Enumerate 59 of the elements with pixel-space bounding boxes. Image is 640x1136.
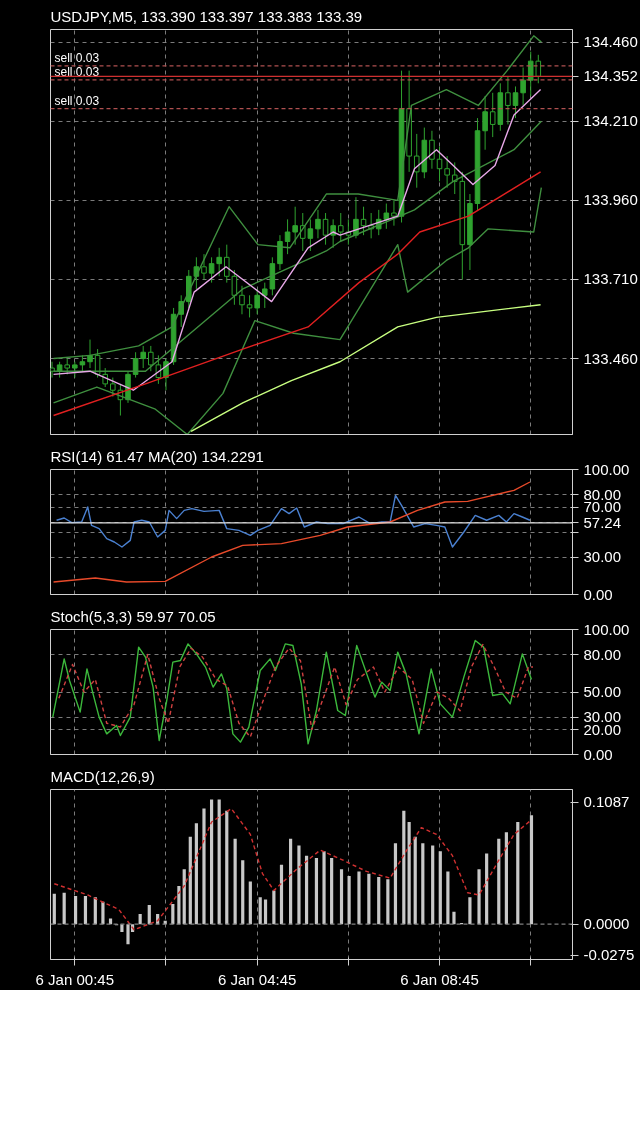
candlestick xyxy=(261,282,268,309)
candlestick xyxy=(277,234,283,271)
candlestick xyxy=(520,66,526,106)
y-tick-label: 134.460 xyxy=(583,33,638,51)
y-tick-label: 133.960 xyxy=(583,191,638,209)
x-tick-label: 6 Jan 08:45 xyxy=(400,970,479,988)
y-tick-label: 0.1087 xyxy=(583,793,630,811)
candlestick xyxy=(337,212,344,242)
ref-line-label: sell 0.03 xyxy=(54,50,100,65)
candlestick xyxy=(87,339,93,369)
candlestick xyxy=(292,206,298,246)
chart-title: Stoch(5,3,3) 59.97 70.05 xyxy=(50,607,216,625)
y-tick-label: 57.24 xyxy=(583,513,622,531)
candlestick xyxy=(512,85,519,119)
y-tick-label: 0.00 xyxy=(583,745,613,763)
x-tick-label: 6 Jan 00:45 xyxy=(35,970,115,988)
y-tick-label: 50.00 xyxy=(583,683,622,700)
candlestick xyxy=(155,354,162,385)
y-tick-label: -0.0275 xyxy=(583,946,635,964)
y-tick-label: 0.00 xyxy=(583,585,613,603)
y-tick-label: 80.00 xyxy=(583,645,622,663)
candlestick xyxy=(330,218,336,249)
candlestick xyxy=(94,348,101,379)
candlestick xyxy=(50,361,55,379)
candlestick xyxy=(391,199,397,227)
y-tick-label: 30.00 xyxy=(583,708,622,725)
candlestick xyxy=(201,253,207,280)
y-tick-label: 100.00 xyxy=(583,460,630,478)
candlestick xyxy=(482,95,488,151)
candlestick xyxy=(231,269,238,306)
candlestick xyxy=(353,196,359,239)
candlestick xyxy=(148,345,154,372)
y-tick-label: 134.210 xyxy=(583,112,638,130)
y-tick-label: 100.00 xyxy=(583,620,630,638)
candlestick xyxy=(239,285,245,315)
candlestick xyxy=(132,351,139,379)
y-tick-label: 133.460 xyxy=(583,349,638,367)
ref-line-label: sell 0.03 xyxy=(54,93,100,108)
candlestick xyxy=(140,345,146,369)
candlestick xyxy=(429,130,435,170)
y-tick-label: 80.00 xyxy=(583,485,622,503)
ref-line-label: sell 0.03 xyxy=(54,64,100,79)
candlestick xyxy=(224,244,230,284)
candlestick xyxy=(444,155,450,189)
chart-title: USDJPY,M5, 133.390 133.397 133.383 133.39 xyxy=(50,7,363,25)
candlestick xyxy=(505,76,511,125)
y-tick-label: 133.710 xyxy=(583,270,638,288)
candlestick xyxy=(383,203,390,230)
y-tick-label: 30.00 xyxy=(583,548,622,565)
candlestick xyxy=(315,209,321,239)
chart-title: RSI(14) 61.47 MA(20) 134.2291 xyxy=(50,447,264,465)
candlestick xyxy=(216,247,222,277)
y-tick-label: 0.0000 xyxy=(583,915,630,933)
y-tick-label: 134.352 xyxy=(583,67,638,85)
x-tick-label: 6 Jan 04:45 xyxy=(217,970,297,988)
chart-title: MACD(12,26,9) xyxy=(50,767,155,785)
candlestick xyxy=(208,256,215,284)
candlestick xyxy=(110,377,116,398)
candlestick xyxy=(284,218,291,255)
